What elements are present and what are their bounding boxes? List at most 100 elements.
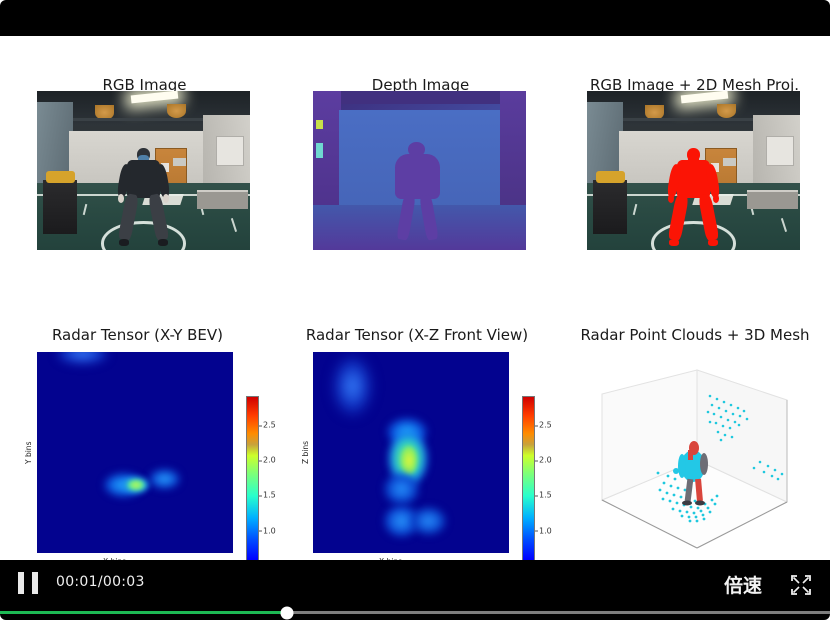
pendant-lamp-left <box>644 105 664 120</box>
mesh-arm-left-3d <box>678 454 686 478</box>
heatmap-hotspot-torso-core <box>401 446 417 475</box>
pause-bar-right <box>32 572 38 594</box>
radar-xz-front-heatmap <box>313 352 509 553</box>
depth-ceiling-band <box>313 91 526 104</box>
heatmap-hotspot-torso-core <box>129 480 143 489</box>
door-sign <box>723 157 737 166</box>
human-mesh-3d <box>673 441 708 506</box>
wall-vent-grill <box>215 135 244 166</box>
mesh-foot-left-3d <box>682 500 692 506</box>
panel-title-rgb-image: RGB Image <box>102 76 187 94</box>
colorbar-tick-1: 1.0 <box>535 526 552 536</box>
panel-title-rgb-mesh-proj: RGB Image + 2D Mesh Proj. <box>589 76 800 94</box>
equipment-cart <box>43 180 78 235</box>
heatmap-hotspot-ground-bounce <box>411 506 447 535</box>
time-display: 00:01/00:03 <box>56 574 145 590</box>
pause-bar-left <box>18 572 24 594</box>
heatmap-hotspot-wall-multipath <box>56 352 108 365</box>
pause-icon[interactable] <box>18 572 38 594</box>
mesh-torso-3d <box>681 450 705 482</box>
depth-person-leg-right <box>419 194 439 242</box>
radar-xy-bev-colorbar: 0.5 1.0 1.5 2.0 2.5 <box>246 396 276 581</box>
mesh-foot-right <box>707 238 719 246</box>
progress-played <box>0 611 288 614</box>
work-bench <box>746 189 798 209</box>
ceiling-pipe-upper <box>608 118 779 121</box>
mesh-leg-right-3d <box>695 478 703 502</box>
heatmap-background <box>37 352 233 553</box>
ceiling-pipe-lower <box>54 125 233 130</box>
heatmap-hotspot-ceiling-multipath <box>332 356 372 417</box>
player-top-bar <box>0 0 830 36</box>
panel-title-depth-image: Depth Image <box>371 76 470 94</box>
heatmap-hotspot-hip <box>383 472 419 505</box>
radar-points-ground <box>656 468 719 523</box>
colorbar-tick-3: 2.0 <box>259 455 276 465</box>
pendant-lamp-right <box>716 103 737 119</box>
panel-title-radar-pointcloud: Radar Point Clouds + 3D Mesh <box>580 326 810 344</box>
rgb-image-panel <box>37 91 250 250</box>
figure-canvas: RGB Image Depth Image RGB Image + 2D Mes… <box>0 36 830 581</box>
depth-person-silhouette <box>390 141 445 242</box>
radar-points-right <box>752 460 784 481</box>
player-controls-row: 00:01/00:03 倍速 <box>0 560 830 604</box>
mesh-neck-3d <box>688 450 693 460</box>
mesh-hand-left-3d <box>673 468 679 474</box>
mesh-hand-right <box>712 194 720 203</box>
depth-person-body <box>395 153 440 200</box>
equipment-cart <box>593 180 628 235</box>
person-hand-right <box>162 194 170 203</box>
ceiling-pipe-lower <box>604 125 783 130</box>
depth-person-leg-left <box>395 194 416 242</box>
radar-xy-bev-heatmap <box>37 352 233 553</box>
work-bench <box>196 189 248 209</box>
person-foot-right <box>157 238 169 246</box>
colorbar-tick-4: 2.5 <box>259 420 276 430</box>
lab-scene-render-overlay <box>587 91 800 250</box>
bounding-box-3d <box>600 369 789 549</box>
pendant-lamp-right <box>166 103 187 119</box>
colorbar-tick-2: 1.5 <box>259 490 276 500</box>
pendant-lamp-left <box>94 105 114 120</box>
mesh-leg-left-3d <box>684 478 694 502</box>
progress-bar[interactable] <box>0 606 830 619</box>
fullscreen-icon[interactable] <box>790 574 812 596</box>
colorbar-tick-3: 2.0 <box>535 455 552 465</box>
colorbar-tick-4: 2.5 <box>535 420 552 430</box>
radar-xz-front-ylabel: Z bins <box>301 440 310 464</box>
depth-near-object-2 <box>316 143 323 158</box>
rgb-mesh-proj-panel <box>587 91 800 250</box>
colorbar-tick-1: 1.0 <box>259 526 276 536</box>
person-torso <box>127 159 160 198</box>
depth-person-head <box>408 141 426 157</box>
heatmap-hotspot-right-limb <box>148 468 181 489</box>
equipment-yellow-top <box>45 170 76 184</box>
panel-title-radar-xz-front: Radar Tensor (X-Z Front View) <box>305 326 529 344</box>
person-mesh-overlay <box>666 148 721 246</box>
radar-xz-front-colorbar: 0.5 1.0 1.5 2.0 2.5 <box>522 396 552 581</box>
mesh-foot-right-3d <box>695 500 705 506</box>
mesh-torso <box>677 159 710 198</box>
pointcloud-svg <box>600 369 789 549</box>
radar-pointcloud-panel <box>572 352 820 562</box>
equipment-yellow-top <box>595 170 626 184</box>
door-sign <box>173 157 187 166</box>
playback-speed-button[interactable]: 倍速 <box>723 575 762 597</box>
person-subject <box>116 148 171 246</box>
depth-map-render <box>313 91 526 250</box>
radar-points-back-wall <box>706 394 749 442</box>
mesh-face <box>688 154 699 163</box>
person-hand-left <box>117 194 125 203</box>
mesh-hand-left <box>667 194 675 203</box>
panel-title-radar-xy-bev: Radar Tensor (X-Y BEV) <box>51 326 224 344</box>
ceiling-pipe-upper <box>58 118 229 121</box>
player-controls: 00:01/00:03 倍速 <box>0 560 830 620</box>
wall-vent-grill <box>765 135 794 166</box>
person-face-mask <box>138 154 149 163</box>
colorbar-tick-2: 1.5 <box>535 490 552 500</box>
depth-image-panel <box>313 91 526 250</box>
progress-knob[interactable] <box>280 606 294 619</box>
mesh-arm-right-3d <box>700 453 708 475</box>
person-foot-left <box>118 238 130 246</box>
